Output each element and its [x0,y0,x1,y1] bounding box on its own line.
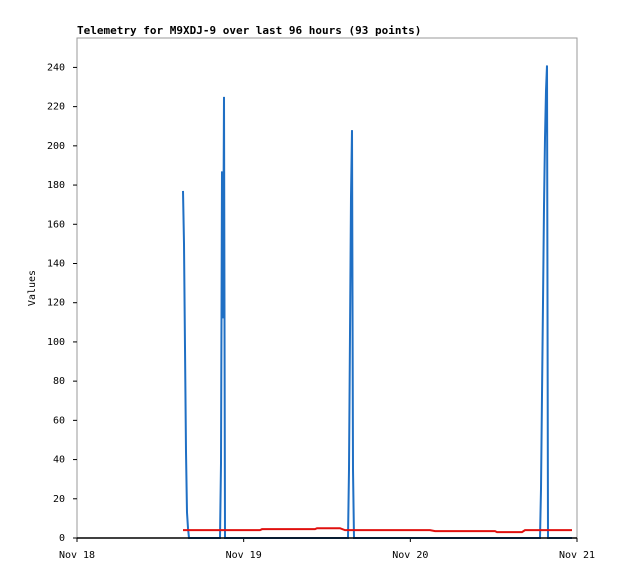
y-tick-label: 80 [53,376,65,387]
y-tick-label: 100 [47,337,65,348]
y-tick-label: 40 [53,455,65,466]
x-tick-label: Nov 18 [59,550,95,561]
y-tick-label: 240 [47,62,65,73]
series-line [183,527,572,534]
series-line [182,65,572,539]
y-tick-label: 60 [53,415,65,426]
x-tick-label: Nov 21 [559,550,595,561]
y-tick-label: 140 [47,258,65,269]
y-tick-label: 220 [47,102,65,113]
x-tick-label: Nov 20 [392,550,428,561]
y-tick-label: 160 [47,219,65,230]
plot-frame [76,37,578,539]
y-tick-label: 120 [47,298,65,309]
y-tick-label: 180 [47,180,65,191]
y-axis-label: Values [27,270,38,306]
y-tick-label: 20 [53,494,65,505]
y-tick-label: 200 [47,141,65,152]
chart-title: Telemetry for M9XDJ-9 over last 96 hours… [77,24,421,37]
y-tick-label: 0 [59,533,65,544]
x-tick-label: Nov 19 [226,550,262,561]
